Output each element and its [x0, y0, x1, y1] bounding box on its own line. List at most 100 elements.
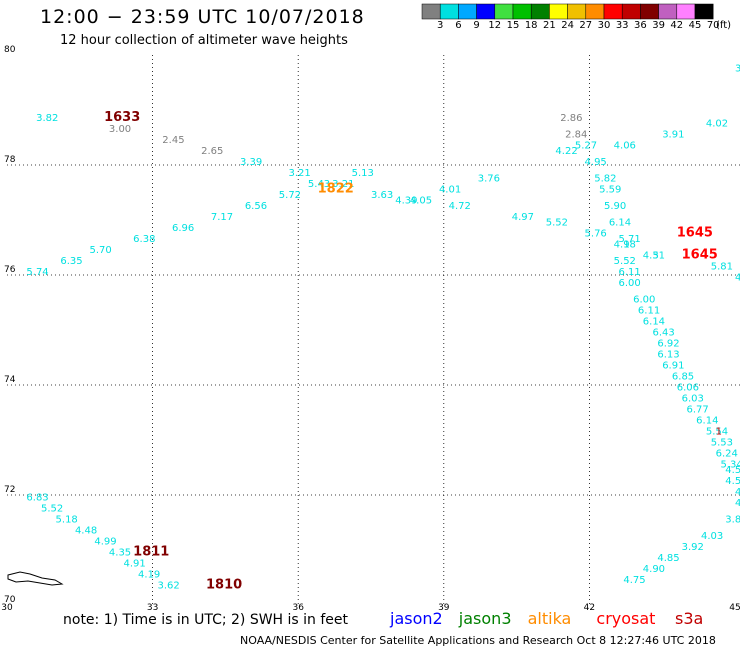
colorbar-label: 3: [437, 20, 444, 31]
x-tick-label: 42: [584, 603, 595, 613]
wave-height-label: 6.11: [619, 267, 641, 278]
pass-time-label: 1811: [133, 545, 169, 560]
colorbar-label: 15: [506, 20, 520, 31]
wave-height-label: 5.59: [599, 185, 621, 196]
wave-height-label: 4.98: [614, 240, 636, 251]
colorbar-label: 21: [543, 20, 556, 31]
wave-height-label: 3.00: [109, 124, 131, 135]
pass-time-label: 1645: [677, 226, 713, 241]
wave-height-label: 3.76: [478, 174, 500, 185]
wave-height-label: 4.31: [643, 251, 665, 262]
y-tick-label: 78: [4, 155, 16, 165]
x-tick-label: 45: [729, 603, 740, 613]
wave-height-label: 4.22: [555, 146, 577, 157]
wave-height-label: 4.39: [395, 196, 417, 207]
wave-height-label: 4.95: [585, 157, 607, 168]
wave-height-label: 6.96: [172, 223, 194, 234]
wave-height-label: 5.34: [720, 460, 740, 471]
wave-height-label: 3.92: [682, 542, 704, 553]
wave-height-label: 5.70: [90, 245, 112, 256]
colorbar-label: 27: [579, 20, 593, 31]
wave-height-label: 3.82: [36, 113, 58, 124]
wave-height-label: 4.02: [706, 119, 728, 130]
wave-height-label: 4.35: [109, 548, 131, 559]
wave-height-label: 4.91: [123, 559, 145, 570]
wave-height-label: 5.81: [711, 262, 733, 273]
wave-height-label: 1: [716, 427, 722, 438]
coastline: [7, 571, 64, 586]
wave-height-label: 4.58: [725, 465, 740, 476]
colorbar-swatch: [567, 3, 587, 20]
wave-height-label: 4.75: [623, 575, 645, 586]
wave-height-label: 4.72: [449, 201, 471, 212]
colorbar-swatch: [603, 3, 623, 20]
colorbar-label: 70: [706, 20, 720, 31]
wave-height-label: 6.14: [696, 416, 718, 427]
colorbar-swatch: [585, 3, 605, 20]
y-tick-label: 80: [4, 45, 16, 55]
wave-height-label: 3.91: [662, 130, 684, 141]
colorbar-label: 30: [597, 20, 611, 31]
wave-height-label: 5.90: [604, 201, 626, 212]
legend-s3a: s3a: [675, 609, 704, 628]
footer-credit: NOAA/NESDIS Center for Satellite Applica…: [240, 634, 716, 647]
y-tick-label: 70: [4, 595, 16, 605]
colorbar-label: 45: [688, 20, 702, 31]
colorbar-label: 36: [634, 20, 647, 31]
wave-height-label: 4.48: [75, 526, 97, 537]
wave-height-label: 2.86: [560, 113, 582, 124]
pass-time-label: 1810: [206, 578, 242, 593]
wave-height-label: 2.84: [565, 130, 587, 141]
colorbar-label: 6: [455, 20, 462, 31]
wave-height-label: 3.62: [157, 581, 179, 592]
wave-height-label: 7.17: [211, 212, 233, 223]
wave-height-label: 5.71: [619, 234, 641, 245]
wave-height-label: 6.13: [657, 350, 679, 361]
wave-height-label: 3.62: [735, 64, 740, 75]
wave-height-label: 5.76: [585, 229, 607, 240]
wave-height-label: 5.43: [308, 179, 330, 190]
colorbar-label: 39: [652, 20, 665, 31]
legend-altika: altika: [527, 609, 572, 628]
wave-height-label: 4.90: [643, 564, 665, 575]
wave-height-label: 6.24: [716, 449, 738, 460]
colorbar-label: 18: [524, 20, 538, 31]
wave-height-label: 5.18: [56, 515, 78, 526]
wave-height-label: 5.82: [594, 174, 616, 185]
wave-height-label: 6.85: [672, 372, 694, 383]
wave-height-label: 5.72: [279, 190, 301, 201]
wave-height-label: 4.99: [94, 537, 116, 548]
wave-height-label: 6.92: [657, 339, 679, 350]
wave-height-label: 4.97: [512, 212, 534, 223]
wave-height-label: 5.52: [41, 504, 63, 515]
wave-height-label: 6.77: [686, 405, 708, 416]
wave-height-label: 5.27: [575, 141, 597, 152]
wave-height-label: 6.35: [60, 256, 82, 267]
pass-time-label: 1633: [104, 110, 140, 125]
wave-height-label: 4.06: [614, 141, 636, 152]
legend-cryosat: cryosat: [596, 609, 656, 628]
wave-height-label: 3.82: [725, 515, 740, 526]
wave-height-label: 4.05: [410, 196, 432, 207]
wave-height-label: 4.85: [657, 553, 679, 564]
wave-height-label: 5.54: [706, 427, 728, 438]
colorbar-label: 42: [670, 20, 684, 31]
x-tick-label: 39: [438, 603, 450, 613]
y-tick-label: 76: [4, 265, 16, 275]
wave-height-label: 3.63: [371, 190, 393, 201]
wave-height-label: 2.45: [162, 135, 184, 146]
wave-height-label: 4.03: [701, 531, 723, 542]
wave-height-label: 5.74: [26, 267, 48, 278]
colorbar-label: 33: [615, 20, 629, 31]
x-tick-label: 33: [147, 603, 158, 613]
wave-height-label: 6.11: [638, 306, 660, 317]
wave-height-label: 6.14: [643, 317, 665, 328]
colorbar-swatch: [694, 3, 714, 20]
wave-height-label: 6.00: [619, 278, 641, 289]
colorbar-swatch: [439, 3, 459, 20]
wave-height-label: 4.19: [138, 570, 160, 581]
chart-title: 12:00 − 23:59 UTC 10/07/2018: [40, 6, 365, 28]
wave-height-label: 5.52: [614, 256, 636, 267]
wave-height-label: 5.53: [711, 438, 733, 449]
